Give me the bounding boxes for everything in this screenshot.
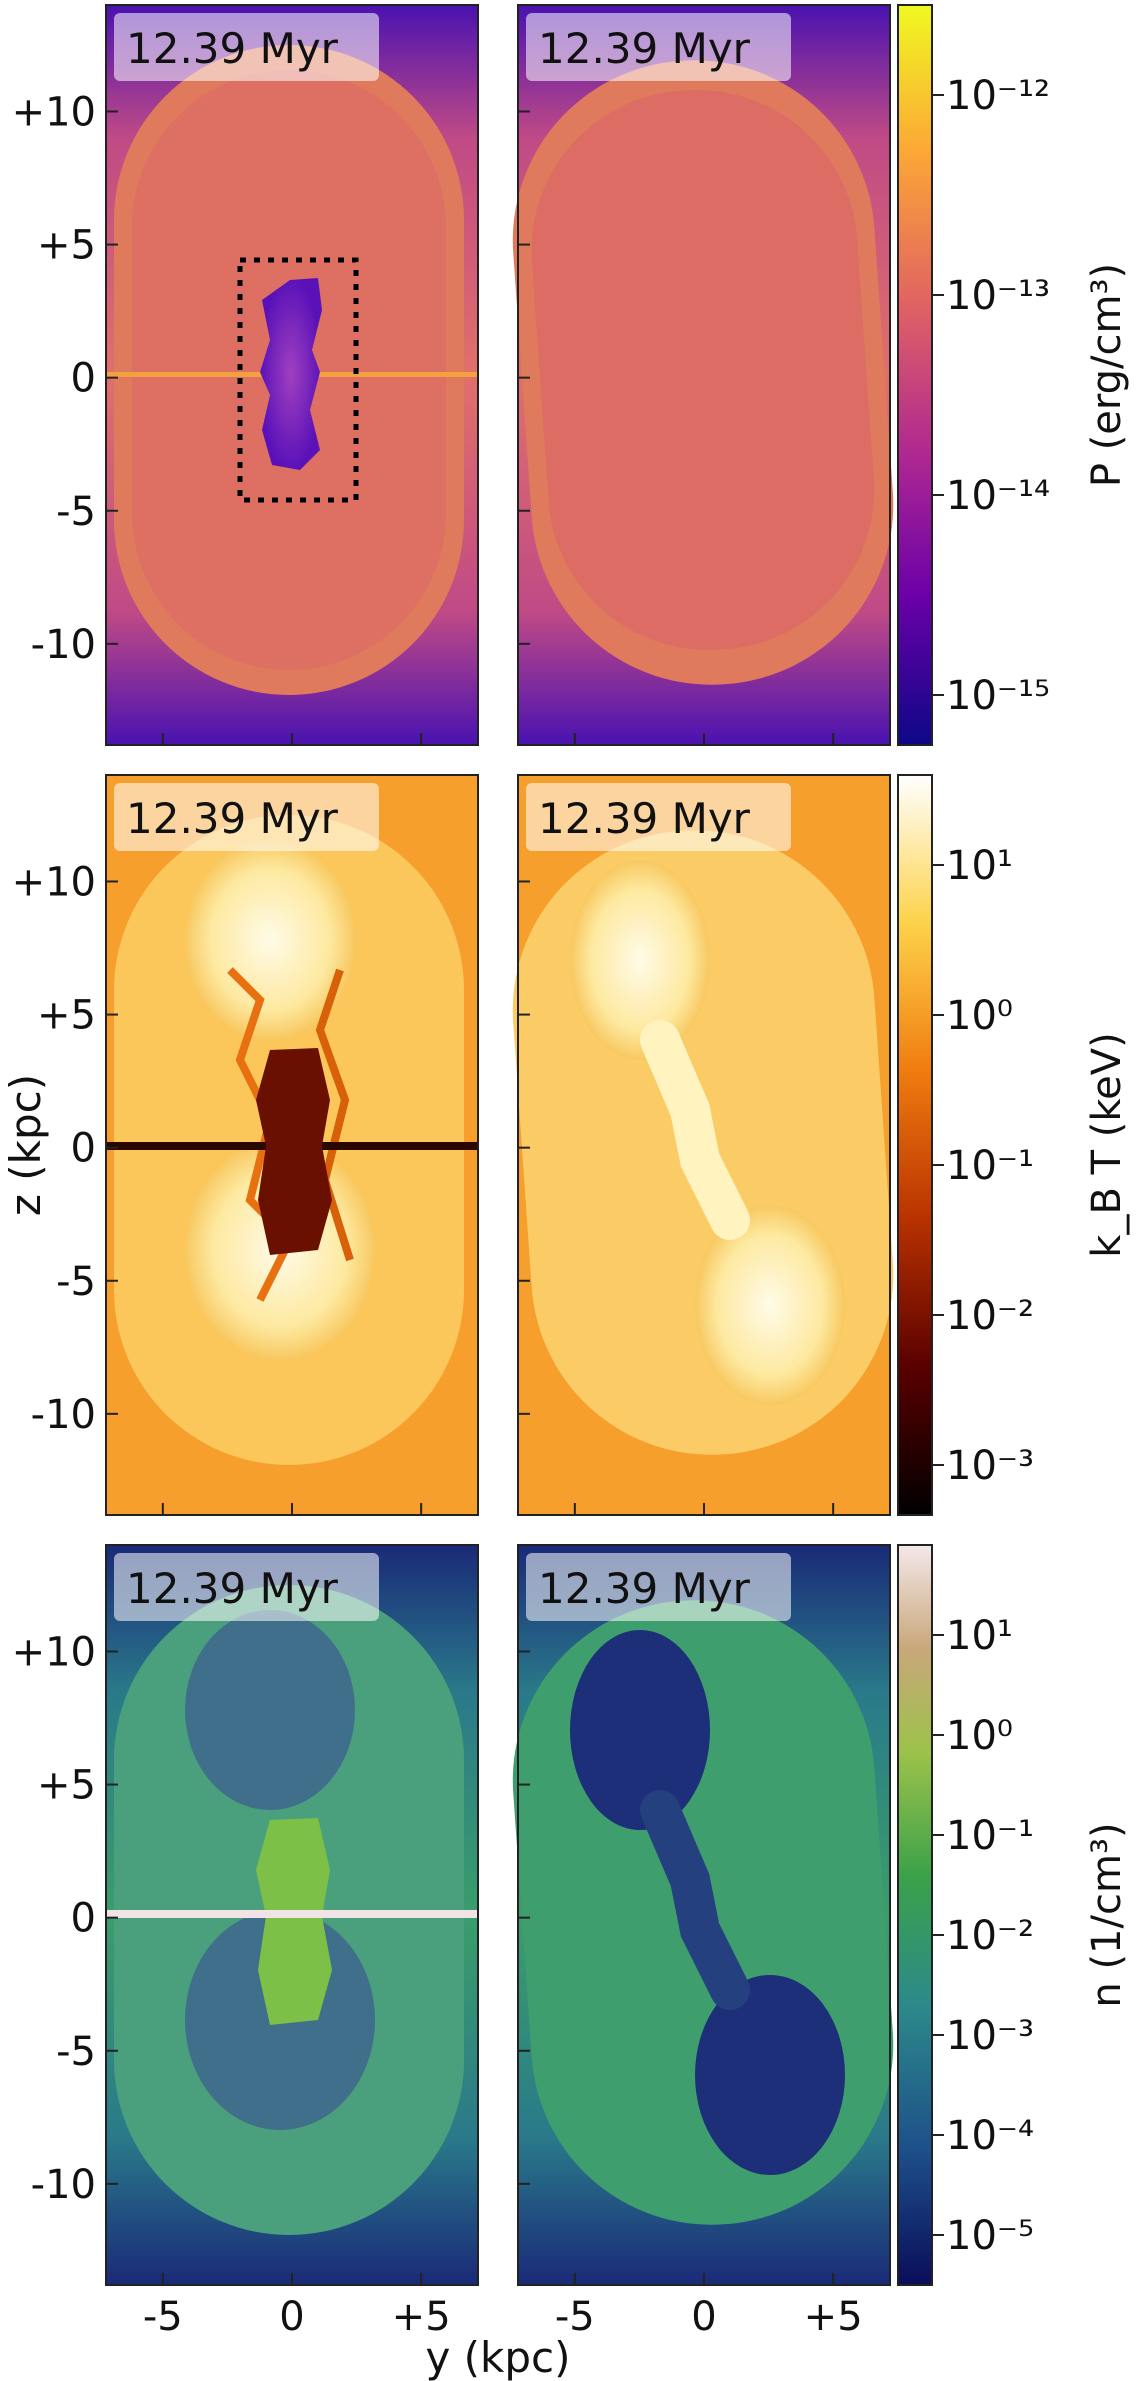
colorbar-tick-label: 10⁻¹² [946, 73, 1050, 119]
y-tick-label: -10 [31, 622, 96, 668]
colorbar-tick-label: 10¹ [946, 843, 1013, 889]
colorbar-tick-label: 10⁻⁵ [946, 2213, 1034, 2259]
pressure-left-panel [105, 4, 479, 746]
y-tick-label: -5 [56, 2029, 96, 2075]
time-label-box [526, 1553, 791, 1621]
time-label-box [114, 13, 379, 81]
x-tick-label: +5 [392, 2294, 451, 2340]
time-label-box [526, 13, 791, 81]
y-tick-label: +10 [12, 859, 96, 905]
time-label: 12.39 Myr [538, 24, 751, 73]
colorbar-label: n (1/cm³) [1084, 1822, 1130, 2007]
x-axis-label: y (kpc) [425, 2333, 570, 2381]
y-tick-label: 0 [71, 356, 96, 402]
time-label: 12.39 Myr [538, 794, 751, 843]
colorbar-tick-label: 10⁰ [946, 1713, 1013, 1759]
temperature-right-panel [512, 774, 894, 1516]
x-tick-label: 0 [279, 2294, 304, 2340]
y-tick-label: +10 [12, 89, 96, 135]
colorbar-tick-label: 10⁻¹ [946, 1813, 1034, 1859]
colorbar-label: k_B T (keV) [1084, 1032, 1130, 1257]
time-label-box [114, 1553, 379, 1621]
temperature-colorbar [897, 774, 933, 1516]
y-tick-label: +5 [37, 1763, 96, 1809]
y-tick-label: 0 [71, 1126, 96, 1172]
x-tick-label: -5 [555, 2294, 595, 2340]
colorbar-tick-label: 10⁻¹⁵ [946, 673, 1050, 719]
y-tick-label: +5 [37, 223, 96, 269]
colorbar-tick-label: 10⁰ [946, 993, 1013, 1039]
y-tick-label: -5 [56, 489, 96, 535]
density-colorbar [897, 1544, 933, 2286]
y-tick-label: -10 [31, 2162, 96, 2208]
colorbar-tick-label: 10⁻² [946, 1293, 1034, 1339]
zoom-region-box [237, 257, 359, 503]
y-tick-label: +5 [37, 993, 96, 1039]
colorbar-tick-label: 10⁻² [946, 1913, 1034, 1959]
time-label: 12.39 Myr [126, 794, 339, 843]
colorbar-tick-label: 10⁻¹³ [946, 273, 1050, 319]
pressure-row [105, 4, 933, 746]
time-label: 12.39 Myr [538, 1564, 751, 1613]
time-label-box [114, 783, 379, 851]
colorbar-tick-label: 10⁻³ [946, 1443, 1034, 1489]
pressure-right-panel [512, 4, 894, 746]
x-tick-label: 0 [691, 2294, 716, 2340]
x-tick-label: +5 [804, 2294, 863, 2340]
colorbar-tick-label: 10⁻⁴ [946, 2113, 1034, 2159]
density-right-panel [512, 1544, 894, 2286]
temperature-row [105, 774, 933, 1516]
pressure-colorbar [897, 4, 933, 746]
density-row [105, 1544, 933, 2286]
time-label: 12.39 Myr [126, 24, 339, 73]
y-tick-label: +10 [12, 1629, 96, 1675]
colorbar-label: P (erg/cm³) [1084, 263, 1130, 487]
colorbar-tick-label: 10⁻¹ [946, 1143, 1034, 1189]
colorbar-tick-label: 10¹ [946, 1613, 1013, 1659]
temperature-left-panel [105, 774, 479, 1516]
x-tick-label: -5 [143, 2294, 183, 2340]
y-tick-label: -5 [56, 1259, 96, 1305]
y-tick-label: -10 [31, 1392, 96, 1438]
y-axis-label: z (kpc) [1, 1074, 50, 1216]
density-left-panel [105, 1544, 479, 2286]
y-tick-label: 0 [71, 1896, 96, 1942]
colorbar-tick-label: 10⁻¹⁴ [946, 473, 1050, 519]
time-label-box [526, 783, 791, 851]
time-label: 12.39 Myr [126, 1564, 339, 1613]
colorbar-tick-label: 10⁻³ [946, 2013, 1034, 2059]
